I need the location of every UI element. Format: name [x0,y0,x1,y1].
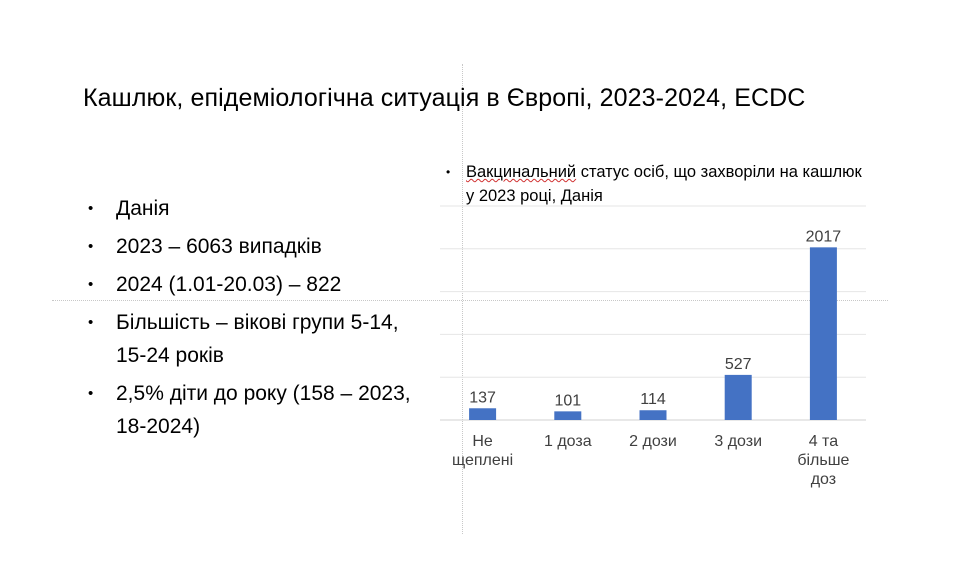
bar [724,374,752,420]
bar [639,410,667,420]
bullet-text: Більшість – вікові групи 5-14, 15-24 рок… [116,311,399,367]
bullet-item: • 2024 (1.01-20.03) – 822 [88,268,428,301]
bar [469,408,497,420]
data-label: 527 [725,356,752,373]
bullet-dot: • [88,385,94,402]
bullet-list: • Данія • 2023 – 6063 випадків • 2024 (1.01… [88,192,428,448]
bullet-dot: • [88,314,94,331]
bar [809,247,837,420]
category-label: щеплені [452,452,513,469]
data-label: 114 [640,391,666,408]
bullet-text: 2023 – 6063 випадків [116,235,322,258]
bullet-item: • 2,5% діти до року (158 – 2023, 18-2024) [88,377,428,443]
bullet-text: Данія [116,197,170,220]
category-label: Не [472,433,493,450]
horizontal-guide-line [52,300,888,301]
bullet-dot: • [446,165,451,179]
bar [554,411,582,420]
chart-heading-text: Вакцинальний статус осіб, що захворіли н… [446,160,866,208]
category-label: 3 дози [714,433,762,450]
data-label: 2017 [806,228,842,245]
bullet-item: • 2023 – 6063 випадків [88,230,428,263]
category-label: 4 та [809,433,838,450]
slide-title: Кашлюк, епідеміологічна ситуація в Європ… [83,84,806,112]
bullet-dot: • [88,276,94,293]
bullet-item: • Більшість – вікові групи 5-14, 15-24 ро… [88,306,428,372]
chart-heading-first-word: Вакцинальний [466,163,577,181]
category-label: 1 доза [544,433,592,450]
bullet-text: 2024 (1.01-20.03) – 822 [116,273,342,296]
chart-heading: • Вакцинальний статус осіб, що захворіли… [446,160,866,208]
chart-heading-rest: статус осіб, що захворіли на кашлюк у 20… [466,163,862,205]
bullet-dot: • [88,238,94,255]
vertical-guide-line [462,64,463,534]
category-label: більше [797,452,849,469]
bullet-item: • Данія [88,192,428,225]
category-label: 2 дози [629,433,677,450]
data-label: 137 [469,389,496,406]
bullet-text: 2,5% діти до року (158 – 2023, 18-2024) [116,382,411,438]
bullet-dot: • [88,200,94,217]
category-label: доз [811,471,836,488]
data-label: 101 [554,392,581,409]
